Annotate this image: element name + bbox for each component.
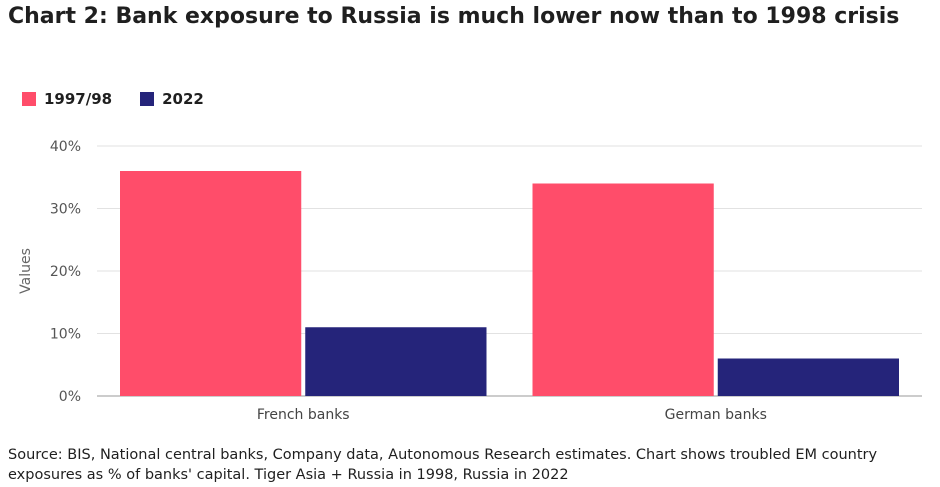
bar-french-banks-1997-98 xyxy=(120,171,302,396)
x-tick-label: French banks xyxy=(257,407,350,423)
bar-chart: 0% 10% 20% 30% 40% Values French banks German b… xyxy=(18,139,922,423)
bar-french-banks-2022 xyxy=(305,327,487,396)
y-tick-label: 10% xyxy=(50,327,81,343)
legend-swatch-1997-98 xyxy=(22,92,36,106)
chart-title: Chart 2: Bank exposure to Russia is much… xyxy=(8,4,900,29)
legend-label-1997-98: 1997/98 xyxy=(44,90,113,108)
y-tick-label: 0% xyxy=(59,389,81,405)
bar-german-banks-2022 xyxy=(717,358,899,396)
y-tick-label: 40% xyxy=(50,139,81,155)
source-note: Source: BIS, National central banks, Com… xyxy=(8,447,878,483)
y-axis-label: Values xyxy=(18,248,34,294)
y-tick-label: 20% xyxy=(50,264,81,280)
bar-german-banks-1997-98 xyxy=(532,183,714,396)
legend-item-1997-98: 1997/98 xyxy=(22,90,112,108)
legend-label-2022: 2022 xyxy=(162,90,204,108)
x-tick-label: German banks xyxy=(665,407,767,423)
legend-item-2022: 2022 xyxy=(140,90,204,108)
legend-swatch-2022 xyxy=(140,92,155,106)
y-tick-label: 30% xyxy=(50,202,81,218)
legend: 1997/98 2022 xyxy=(22,90,232,108)
